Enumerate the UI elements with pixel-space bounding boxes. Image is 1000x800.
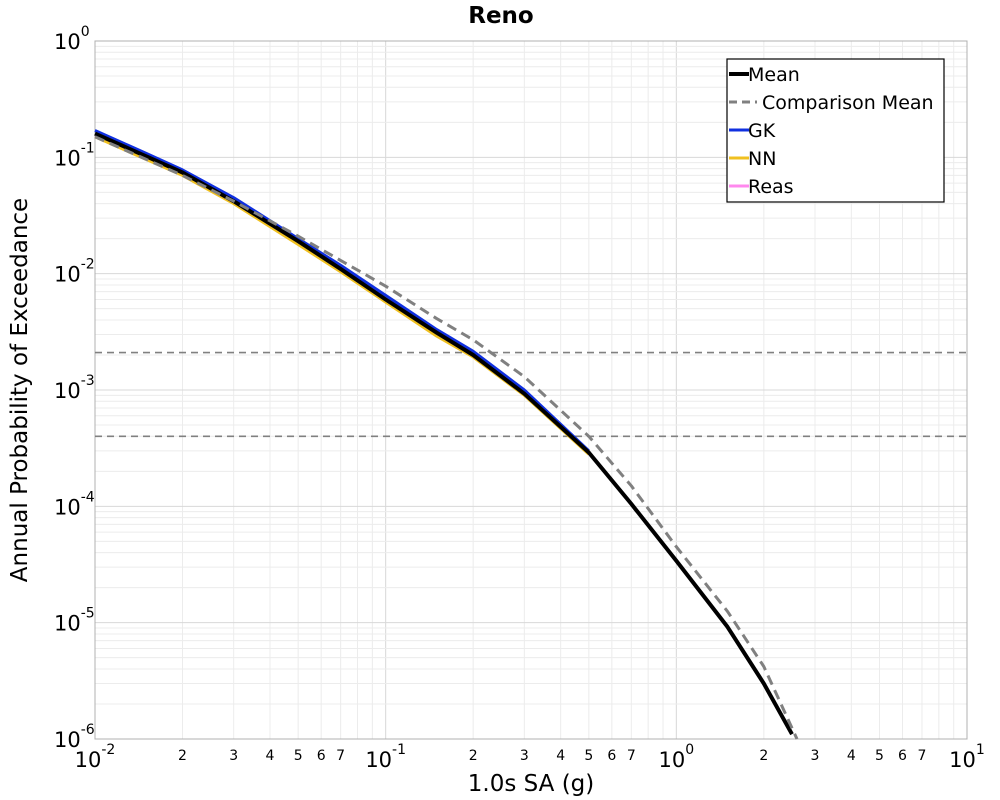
x-minor-tick-label: 7 — [918, 748, 927, 764]
tick-exponent: -3 — [81, 373, 95, 389]
tick-exponent: -6 — [81, 722, 95, 738]
y-axis-label: Annual Probability of Exceedance — [7, 198, 33, 582]
tick-base: 10 — [949, 748, 976, 772]
series-lines — [94, 129, 799, 740]
legend: Mean Comparison Mean GK NN Reas — [726, 58, 945, 203]
series-line-gk — [94, 129, 590, 452]
tick-base: 10 — [75, 748, 102, 772]
tick-base: 10 — [54, 263, 81, 287]
grid — [95, 41, 967, 739]
y-major-tick-label: 10-1 — [54, 140, 95, 170]
y-major-tick-label: 10-4 — [54, 489, 95, 519]
legend-box — [726, 58, 945, 203]
tick-exponent: -1 — [81, 140, 95, 156]
y-major-tick-label: 10-3 — [54, 373, 95, 403]
x-minor-tick-label: 3 — [811, 748, 820, 764]
x-minor-tick-label: 2 — [469, 748, 478, 764]
x-minor-tick-label: 4 — [556, 748, 565, 764]
tick-exponent: -4 — [81, 489, 95, 505]
tick-base: 10 — [54, 495, 81, 519]
legend-label: GK — [748, 120, 776, 142]
legend-label: NN — [748, 148, 776, 170]
tick-base: 10 — [54, 612, 81, 636]
y-major-tick-label: 10-6 — [54, 722, 95, 752]
series-line-comparison-mean — [94, 135, 799, 740]
x-minor-tick-label: 3 — [520, 748, 529, 764]
tick-exponent: 1 — [976, 742, 985, 758]
x-major-tick-label: 100 — [659, 742, 695, 772]
x-major-tick-label: 10-1 — [365, 742, 406, 772]
x-minor-tick-label: 2 — [759, 748, 768, 764]
tick-base: 10 — [54, 146, 81, 170]
tick-exponent: 0 — [81, 24, 90, 40]
tick-exponent: -5 — [81, 606, 95, 622]
tick-base: 10 — [54, 30, 81, 54]
tick-exponent: -1 — [392, 742, 406, 758]
x-minor-tick-label: 2 — [178, 748, 187, 764]
x-minor-tick-label: 5 — [294, 748, 303, 764]
reference-lines — [95, 351, 967, 438]
legend-label: Reas — [748, 176, 794, 198]
tick-base: 10 — [54, 379, 81, 403]
tick-base: 10 — [54, 728, 81, 752]
x-minor-tick-label: 6 — [898, 748, 907, 764]
series-line-mean — [94, 131, 794, 736]
tick-exponent: -2 — [81, 257, 95, 273]
y-major-tick-label: 10-5 — [54, 606, 95, 636]
tick-exponent: -2 — [101, 742, 115, 758]
chart-title: Reno — [468, 3, 534, 29]
x-minor-tick-label: 7 — [627, 748, 636, 764]
x-minor-tick-label: 5 — [584, 748, 593, 764]
y-major-tick-label: 100 — [54, 24, 90, 54]
tick-exponent: 0 — [685, 742, 694, 758]
x-major-tick-label: 10-2 — [75, 742, 116, 772]
legend-label: Mean — [748, 64, 800, 86]
x-minor-tick-label: 6 — [317, 748, 326, 764]
plot-area-frame — [94, 40, 968, 740]
x-axis-label: 1.0s SA (g) — [468, 771, 595, 797]
x-minor-tick-label: 6 — [607, 748, 616, 764]
tick-base: 10 — [365, 748, 392, 772]
legend-label: Comparison Mean — [762, 92, 934, 114]
x-minor-tick-label: 4 — [266, 748, 275, 764]
tick-base: 10 — [659, 748, 686, 772]
x-minor-tick-label: 7 — [336, 748, 345, 764]
x-minor-tick-label: 5 — [875, 748, 884, 764]
x-minor-tick-label: 3 — [229, 748, 238, 764]
y-major-tick-label: 10-2 — [54, 257, 95, 287]
x-minor-tick-label: 4 — [847, 748, 856, 764]
x-major-tick-label: 101 — [949, 742, 985, 772]
